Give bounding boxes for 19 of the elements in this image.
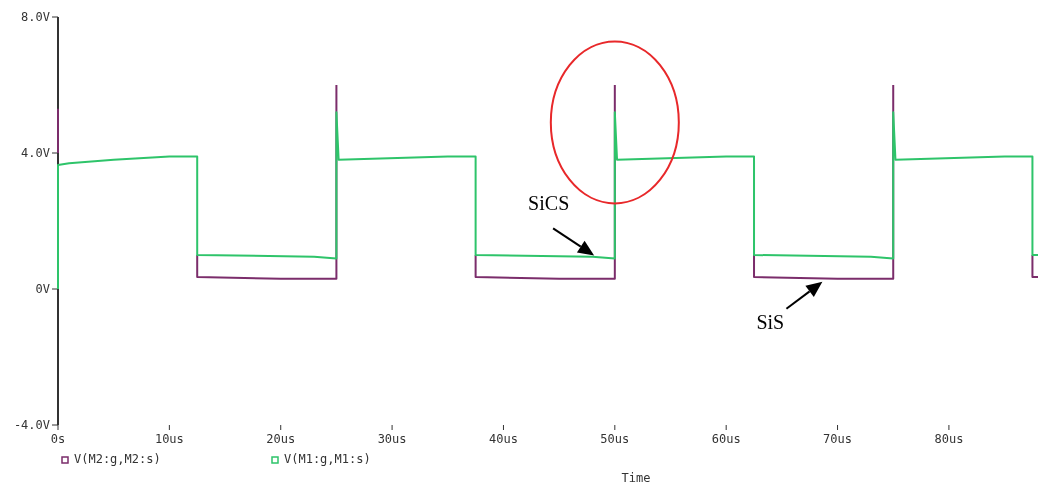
y-tick-label: 0V [35,282,50,297]
legend-label: V(M2:g,M2:s) [74,452,161,466]
y-tick-label: -4.0V [13,418,50,433]
y-tick-label: 4.0V [21,146,50,161]
annotation: SiS [756,310,785,333]
x-tick-label: 0s [50,432,66,446]
annotation: SiCS [528,192,570,215]
x-tick-label: 80us [934,432,964,446]
x-axis-title: Time [621,471,651,485]
x-tick-label: 60us [711,432,741,446]
x-tick-label: 20us [266,432,296,446]
x-tick-label: 50us [600,432,630,446]
line-series [57,111,1039,290]
legend-label: V(M1:g,M1:s) [284,452,371,466]
x-tick-label: 70us [823,432,852,446]
y-tick-label: 8.0V [21,10,50,25]
x-tick-label: 30us [377,432,407,446]
x-tick-label: 40us [489,432,518,446]
x-tick-label: 10us [154,432,184,446]
